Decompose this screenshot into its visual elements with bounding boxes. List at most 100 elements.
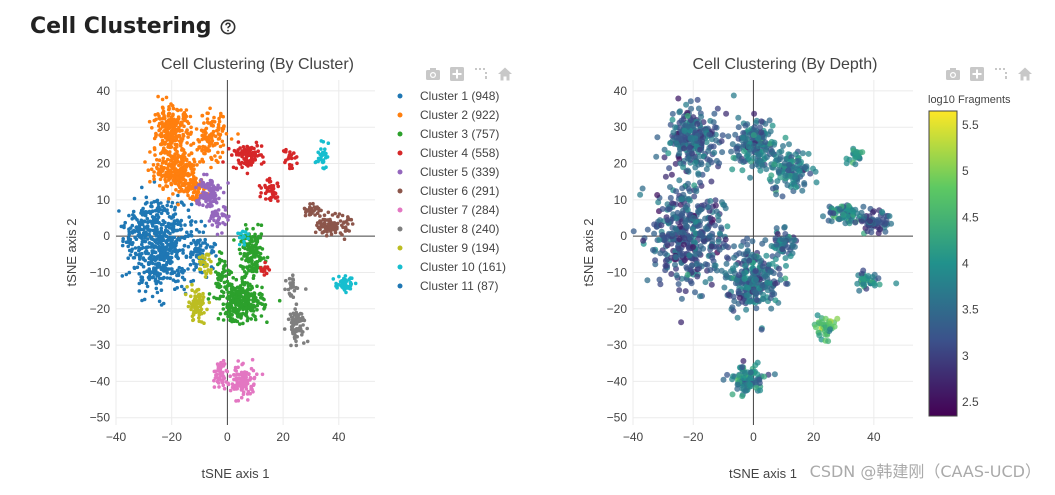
cluster-point bbox=[209, 259, 213, 264]
cluster-point bbox=[259, 144, 264, 148]
legend-item[interactable]: Cluster 11 (87) bbox=[397, 279, 499, 293]
cluster-point bbox=[194, 127, 199, 131]
depth-point bbox=[768, 305, 775, 312]
lasso-select-icon[interactable] bbox=[473, 66, 489, 82]
cluster-point bbox=[208, 106, 212, 111]
cluster-series-3[interactable] bbox=[206, 222, 282, 326]
legend-item[interactable]: Cluster 7 (284) bbox=[397, 203, 500, 217]
home-icon[interactable] bbox=[1017, 66, 1033, 82]
cluster-series-4[interactable] bbox=[221, 140, 299, 277]
depth-point bbox=[813, 179, 820, 186]
legend-item[interactable]: Cluster 4 (558) bbox=[397, 146, 500, 160]
cluster-point bbox=[272, 194, 276, 198]
cluster-point bbox=[220, 380, 225, 385]
depth-point bbox=[830, 210, 837, 217]
cluster-point bbox=[247, 372, 251, 377]
depth-point bbox=[673, 226, 679, 233]
camera-icon[interactable] bbox=[945, 66, 961, 82]
cluster-point bbox=[144, 210, 148, 214]
cluster-point bbox=[232, 387, 236, 391]
cluster-point bbox=[201, 181, 206, 186]
home-icon[interactable] bbox=[497, 66, 513, 82]
lasso-select-icon[interactable] bbox=[993, 66, 1009, 82]
legend-item[interactable]: Cluster 5 (339) bbox=[397, 165, 500, 179]
cluster-point bbox=[189, 233, 194, 238]
depth-point bbox=[760, 296, 767, 303]
depth-point bbox=[689, 150, 696, 157]
cluster-point bbox=[304, 287, 308, 291]
cluster-point bbox=[217, 119, 222, 124]
depth-point bbox=[843, 155, 850, 162]
depth-point bbox=[672, 261, 678, 268]
depth-points[interactable] bbox=[630, 92, 900, 400]
cluster-point bbox=[218, 133, 222, 137]
depth-point bbox=[729, 376, 736, 383]
cluster-point bbox=[212, 241, 217, 246]
cluster-point bbox=[294, 343, 299, 348]
cluster-point bbox=[160, 111, 165, 115]
cluster-point bbox=[250, 357, 255, 362]
cluster-point bbox=[247, 241, 252, 246]
cluster-series-8[interactable] bbox=[282, 273, 310, 348]
question-circle-icon[interactable] bbox=[220, 19, 236, 35]
cluster-point bbox=[214, 281, 218, 286]
cluster-point bbox=[220, 231, 224, 235]
cluster-point bbox=[201, 230, 206, 235]
cluster-point bbox=[218, 144, 223, 149]
cluster-point bbox=[181, 114, 186, 118]
plus-box-icon[interactable] bbox=[449, 66, 465, 82]
cluster-point bbox=[340, 213, 345, 218]
cluster-point bbox=[235, 285, 240, 290]
plus-box-icon[interactable] bbox=[969, 66, 985, 82]
cluster-point bbox=[300, 333, 304, 337]
cluster-point bbox=[244, 307, 248, 311]
cluster-point bbox=[253, 239, 258, 243]
legend-item[interactable]: Cluster 10 (161) bbox=[397, 260, 507, 274]
cluster-point bbox=[197, 313, 202, 317]
cluster-point bbox=[169, 238, 173, 243]
cluster-point bbox=[153, 262, 158, 266]
depth-point bbox=[640, 237, 647, 244]
colorbar[interactable] bbox=[928, 110, 958, 417]
cluster-point bbox=[173, 135, 178, 140]
depth-point bbox=[741, 148, 748, 155]
cluster-series-2[interactable] bbox=[143, 94, 240, 207]
depth-point bbox=[680, 241, 687, 248]
cluster-point bbox=[221, 270, 226, 274]
cluster-point bbox=[231, 276, 235, 280]
cluster-series-6[interactable] bbox=[302, 201, 355, 241]
depth-point bbox=[759, 282, 766, 289]
cluster-series-9[interactable] bbox=[183, 252, 213, 326]
cluster-point bbox=[246, 283, 251, 288]
depth-point bbox=[875, 275, 882, 282]
cluster-series-1[interactable] bbox=[117, 179, 218, 307]
camera-icon[interactable] bbox=[425, 66, 441, 82]
cluster-point bbox=[239, 304, 244, 308]
cluster-point bbox=[212, 385, 217, 389]
cluster-chart-svg[interactable]: −40 −20 0 20 40 40 30 20 10 0 −10 −20 −30 −40 −50 tSNE … bbox=[0, 0, 540, 490]
cluster-point bbox=[227, 146, 231, 151]
legend-item[interactable]: Cluster 8 (240) bbox=[397, 222, 500, 236]
legend-item[interactable]: Cluster 9 (194) bbox=[397, 241, 500, 255]
cluster-point bbox=[253, 243, 258, 248]
cluster-point bbox=[253, 260, 258, 265]
cluster-point bbox=[160, 255, 164, 259]
cluster-series-7[interactable] bbox=[212, 357, 265, 403]
cluster-point bbox=[237, 153, 241, 157]
depth-point bbox=[776, 271, 783, 278]
cluster-point bbox=[168, 255, 172, 260]
legend-item[interactable]: Cluster 2 (922) bbox=[397, 108, 500, 122]
cluster-series-5[interactable] bbox=[194, 172, 231, 237]
cluster-point bbox=[336, 214, 340, 219]
cluster-point bbox=[259, 191, 263, 195]
legend-item[interactable]: Cluster 3 (757) bbox=[397, 127, 500, 141]
depth-chart-svg[interactable]: −40 −20 0 20 40 40 30 20 10 0 −10 −20 −30 −40 −50 tSNE … bbox=[520, 0, 1055, 490]
cluster-point bbox=[132, 196, 137, 201]
legend-item[interactable]: Cluster 1 (948) bbox=[397, 89, 500, 103]
cluster-point bbox=[200, 148, 204, 153]
cluster-series-11[interactable] bbox=[121, 199, 163, 249]
depth-point bbox=[842, 220, 849, 227]
cluster-point bbox=[200, 254, 205, 258]
cluster-series-10[interactable] bbox=[236, 139, 358, 295]
legend-item[interactable]: Cluster 6 (291) bbox=[397, 184, 500, 198]
